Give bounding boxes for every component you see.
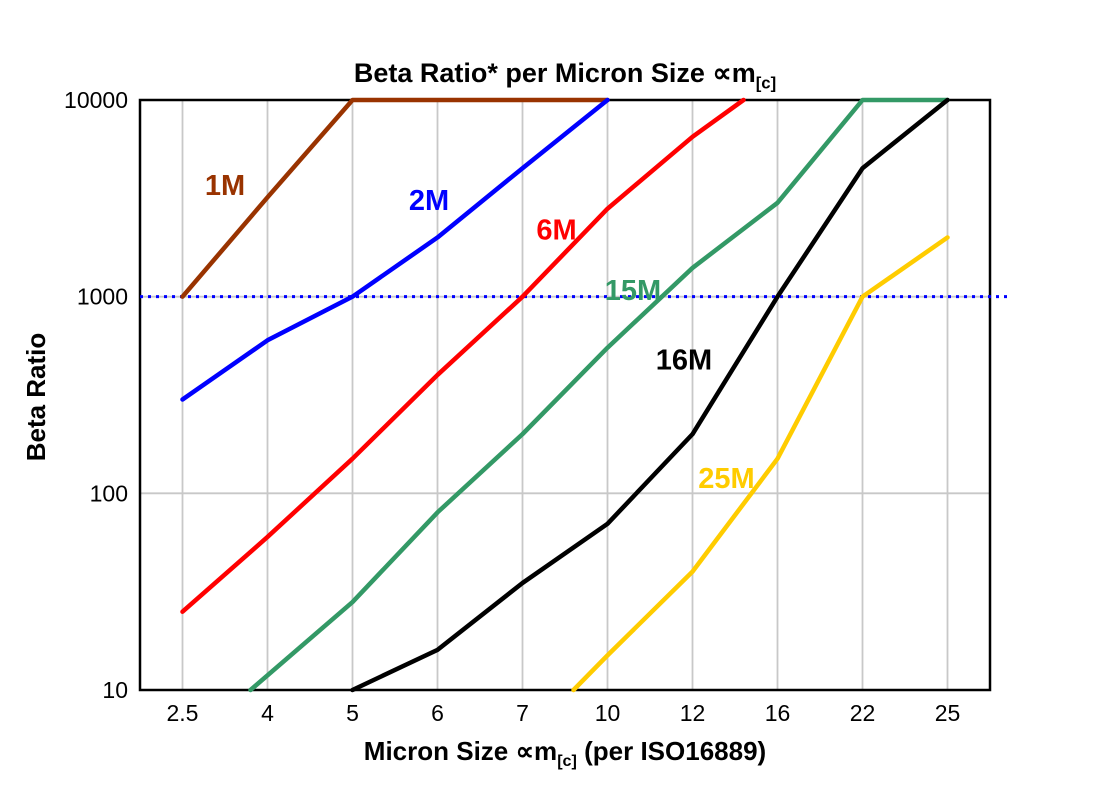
micron-symbol: ∝m xyxy=(515,736,558,766)
series-line-1M xyxy=(180,97,610,299)
series-label-2M: 2M xyxy=(409,185,449,217)
x-tick-label: 25 xyxy=(935,700,961,726)
series-label-16M: 16M xyxy=(656,344,712,376)
x-tick-label: 22 xyxy=(850,700,876,726)
series-line-2M xyxy=(180,97,610,402)
x-tick-label: 12 xyxy=(680,700,706,726)
y-tick-label: 100 xyxy=(90,480,128,506)
chart-title-text: Beta Ratio* per Micron Size xyxy=(353,58,713,88)
y-tick-label: 10 xyxy=(102,677,128,703)
x-tick-label: 6 xyxy=(431,700,444,726)
x-axis-title-suffix: (per ISO16889) xyxy=(576,736,767,766)
micron-symbol: ∝m xyxy=(712,58,756,88)
series-label-15M: 15M xyxy=(605,275,661,307)
x-axis-title: Micron Size ∝m[c] (per ISO16889) xyxy=(140,736,990,771)
x-tick-label: 16 xyxy=(765,700,791,726)
series-line-15M xyxy=(248,97,950,693)
y-tick-label: 1000 xyxy=(77,284,128,310)
series-line-25M xyxy=(571,235,950,693)
y-axis-title: Beta Ratio xyxy=(21,332,51,462)
x-tick-label: 7 xyxy=(516,700,529,726)
x-axis-title-text: Micron Size xyxy=(363,736,516,766)
x-tick-label: 4 xyxy=(261,700,274,726)
series-label-6M: 6M xyxy=(536,214,576,246)
x-tick-label: 10 xyxy=(595,700,621,726)
series-label-1M: 1M xyxy=(205,170,245,202)
x-tick-label: 2.5 xyxy=(167,700,199,726)
micron-subscript: [c] xyxy=(755,73,777,93)
micron-subscript: [c] xyxy=(557,752,577,771)
y-tick-label: 10000 xyxy=(64,87,128,113)
series-line-16M xyxy=(350,97,950,693)
series-line-6M xyxy=(180,97,746,614)
series-label-25M: 25M xyxy=(698,463,754,495)
chart-title: Beta Ratio* per Micron Size ∝m[c] xyxy=(140,58,990,93)
x-tick-label: 5 xyxy=(346,700,359,726)
